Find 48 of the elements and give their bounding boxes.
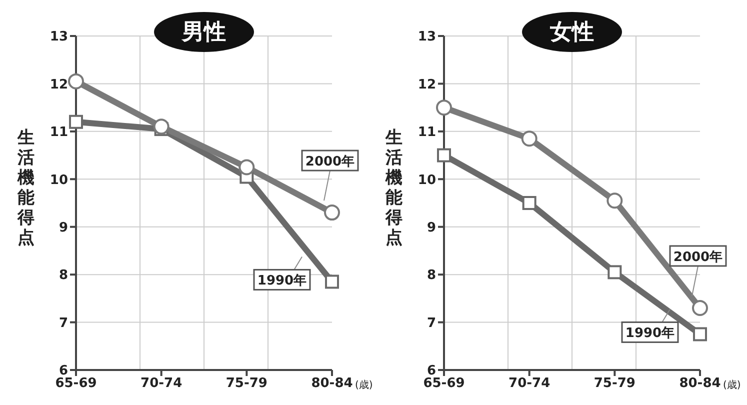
y-tick-label: 7 — [426, 316, 436, 331]
y-tick-label: 6 — [58, 364, 68, 379]
x-tick-label: 75-79 — [594, 376, 636, 392]
y-tick-label: 11 — [418, 125, 436, 140]
y-tick-label: 12 — [50, 77, 68, 92]
chart-title: 女性 — [522, 12, 622, 52]
x-tick-label: 70-74 — [140, 376, 182, 392]
point — [68, 73, 84, 90]
y-tick-label: 10 — [50, 172, 68, 188]
y-tick-label: 7 — [58, 316, 68, 331]
series-label: 2000年 — [305, 154, 355, 170]
y-tick-label: 9 — [426, 220, 436, 236]
point — [522, 196, 536, 210]
x-tick-label: 75-79 — [226, 376, 268, 392]
series-label: 2000年 — [673, 250, 723, 265]
point — [324, 204, 340, 221]
series-label: 1990年 — [257, 274, 307, 289]
point — [436, 100, 452, 116]
x-tick-label: 65-69 — [423, 376, 465, 392]
chart-title: 男性 — [154, 12, 254, 52]
y-tick-label: 10 — [418, 172, 436, 188]
point — [692, 300, 708, 316]
x-axis-title: (歳) — [355, 378, 373, 392]
y-axis-title: 生活機能得点 — [16, 128, 36, 248]
x-tick-label: 65-69 — [55, 376, 97, 392]
y-tick-label: 6 — [426, 364, 436, 379]
y-tick-label: 8 — [58, 268, 68, 284]
y-tick-label: 13 — [50, 30, 68, 45]
point — [325, 274, 339, 289]
point — [238, 159, 255, 176]
y-axis-title: 生活機能得点 — [384, 128, 404, 248]
point — [69, 114, 83, 129]
y-tick-label: 13 — [418, 30, 436, 45]
point — [153, 118, 170, 135]
x-tick-label: 80-84 — [679, 376, 721, 392]
point — [608, 265, 622, 280]
y-tick-label: 9 — [58, 220, 68, 236]
series-label: 1990年 — [625, 326, 675, 342]
point — [521, 130, 538, 147]
x-tick-label: 80-84 — [311, 376, 353, 392]
point — [693, 327, 707, 342]
point — [606, 192, 623, 209]
x-tick-label: 70-74 — [508, 376, 550, 392]
y-tick-label: 8 — [426, 268, 436, 284]
y-tick-label: 11 — [50, 125, 68, 140]
x-axis-title: (歳) — [723, 378, 741, 392]
point — [437, 148, 451, 162]
y-tick-label: 12 — [418, 77, 436, 92]
